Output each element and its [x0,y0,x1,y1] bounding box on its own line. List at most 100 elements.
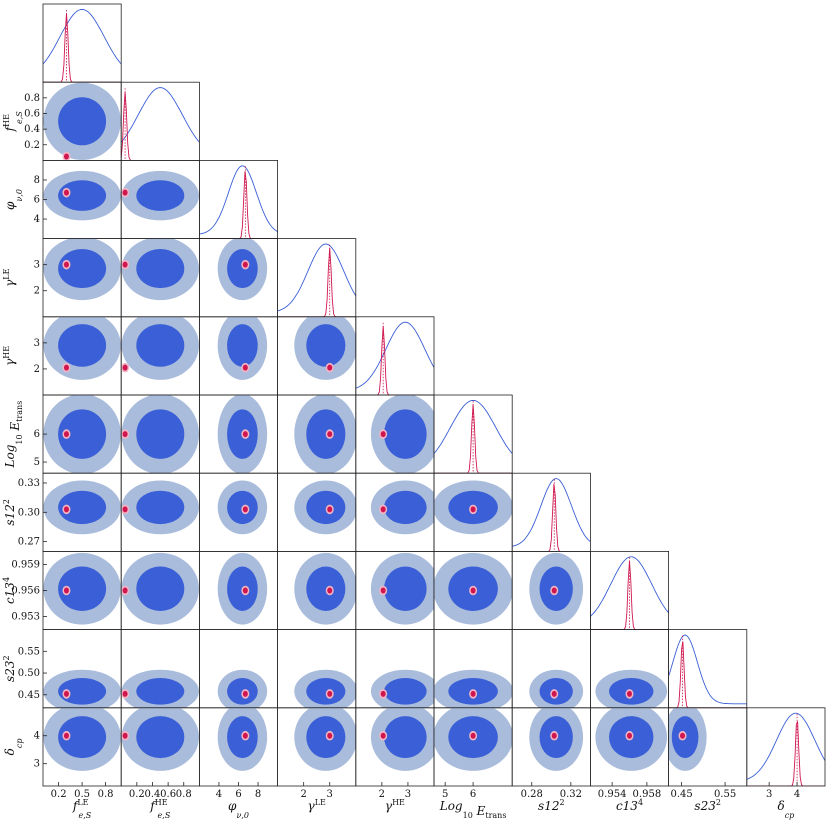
x-tick-label: 4 [216,789,222,800]
y-axis-label: s232 [2,655,17,682]
contour-68 [383,490,427,525]
contour-68 [383,716,427,759]
y-tick-label: 0.4 [24,124,40,135]
red-contour-68 [680,732,686,739]
x-tick-label: 0.958 [633,789,662,800]
red-contour-68 [551,732,557,739]
y-tick-label: 6 [34,195,40,206]
panel-9-6: 0.28 0.32 [511,707,591,800]
red-contour-68 [470,506,476,513]
y-axis-label: γLE [2,268,17,286]
red-contour-68 [122,431,128,438]
panel-7-6 [511,551,591,631]
panel-6-0: 0.27 0.30 0.33 [18,472,122,552]
panel-frame [277,238,357,318]
panel-7-7 [590,551,670,631]
red-contour-68 [242,732,248,739]
x-tick-label: 0.8 [176,789,192,800]
red-contour-68 [327,364,333,371]
x-axis-label: φν,0 [228,799,249,820]
panel-2-1 [120,159,200,239]
x-tick-label: 4 [794,789,800,800]
panel-4-2 [198,316,278,396]
x-tick-label: 0.45 [671,789,693,800]
panel-8-1 [120,629,200,709]
y-tick-label: 0.45 [18,690,40,701]
x-axis-label: δcp [777,799,794,820]
contour-68 [58,677,107,705]
panel-8-6 [511,629,591,709]
red-marginal-curve [434,404,513,474]
red-contour-68 [63,189,69,196]
y-tick-label: 0.8 [24,93,40,104]
red-contour-68 [63,732,69,739]
blue-marginal-curve [512,478,591,547]
panel-2-0: 4 6 8 [34,159,122,239]
contour-68 [58,180,107,211]
x-tick-label: 3 [327,789,333,800]
panel-0-0 [42,3,122,83]
y-tick-label: 2 [34,286,40,297]
red-marginal-curve [746,721,825,786]
panel-9-7: 0.954 0.958 [590,707,670,800]
x-axis-label: γHE [385,798,405,813]
panel-8-4 [355,629,435,709]
contour-68 [58,716,107,759]
x-tick-label: 3 [766,789,772,800]
y-tick-label: 0.27 [18,537,40,548]
contour-68 [306,490,346,525]
red-contour-68 [63,153,69,160]
red-contour-68 [122,261,128,268]
panel-6-1 [120,472,200,552]
contour-68 [136,490,185,525]
red-contour-68 [242,431,248,438]
red-contour-68 [327,506,333,513]
y-tick-label: 0.50 [18,668,40,679]
panel-9-8: 0.45 0.55 [668,707,748,800]
contour-68 [306,677,346,705]
x-tick-label: 6 [235,789,241,800]
panel-frame [355,316,435,396]
x-tick-label: 6 [470,789,476,800]
panel-7-4 [355,551,435,631]
x-tick-label: 0.2 [129,789,145,800]
panel-6-6 [511,472,591,552]
panel-6-3 [277,472,357,552]
x-axis-label: Log10 Etrans [439,799,507,820]
red-contour-68 [380,431,386,438]
panel-7-2 [198,551,278,631]
panel-1-0: 0.2 0.4 0.6 0.8 [24,81,122,161]
red-contour-68 [380,506,386,513]
panel-3-1 [120,238,200,318]
red-contour-68 [63,431,69,438]
y-axis-label: δcp [3,738,24,755]
panel-7-5 [433,551,513,631]
contour-68 [136,409,185,459]
red-contour-68 [63,690,69,697]
contour-68 [306,324,346,367]
x-tick-label: 2 [300,789,306,800]
red-contour-68 [242,364,248,371]
panel-4-1 [120,316,200,396]
contour-68 [58,324,107,367]
blue-marginal-curve [355,321,434,389]
blue-marginal-curve [199,165,278,235]
red-contour-68 [242,587,248,594]
panel-2-2 [198,159,278,239]
contour-68 [136,677,185,705]
x-tick-label: 0.32 [560,789,582,800]
red-marginal-curve [668,641,747,708]
x-axis-label: s122 [538,798,565,813]
y-tick-label: 4 [34,214,40,225]
panel-9-0: 3 4 0.2 0.5 0.8 [34,707,122,800]
y-tick-label: 2 [34,364,40,375]
red-contour-68 [63,364,69,371]
y-axis-label: s122 [2,499,17,526]
red-contour-68 [470,690,476,697]
panel-8-7 [590,629,670,709]
contour-68 [383,677,427,705]
blue-marginal-curve [746,712,825,780]
